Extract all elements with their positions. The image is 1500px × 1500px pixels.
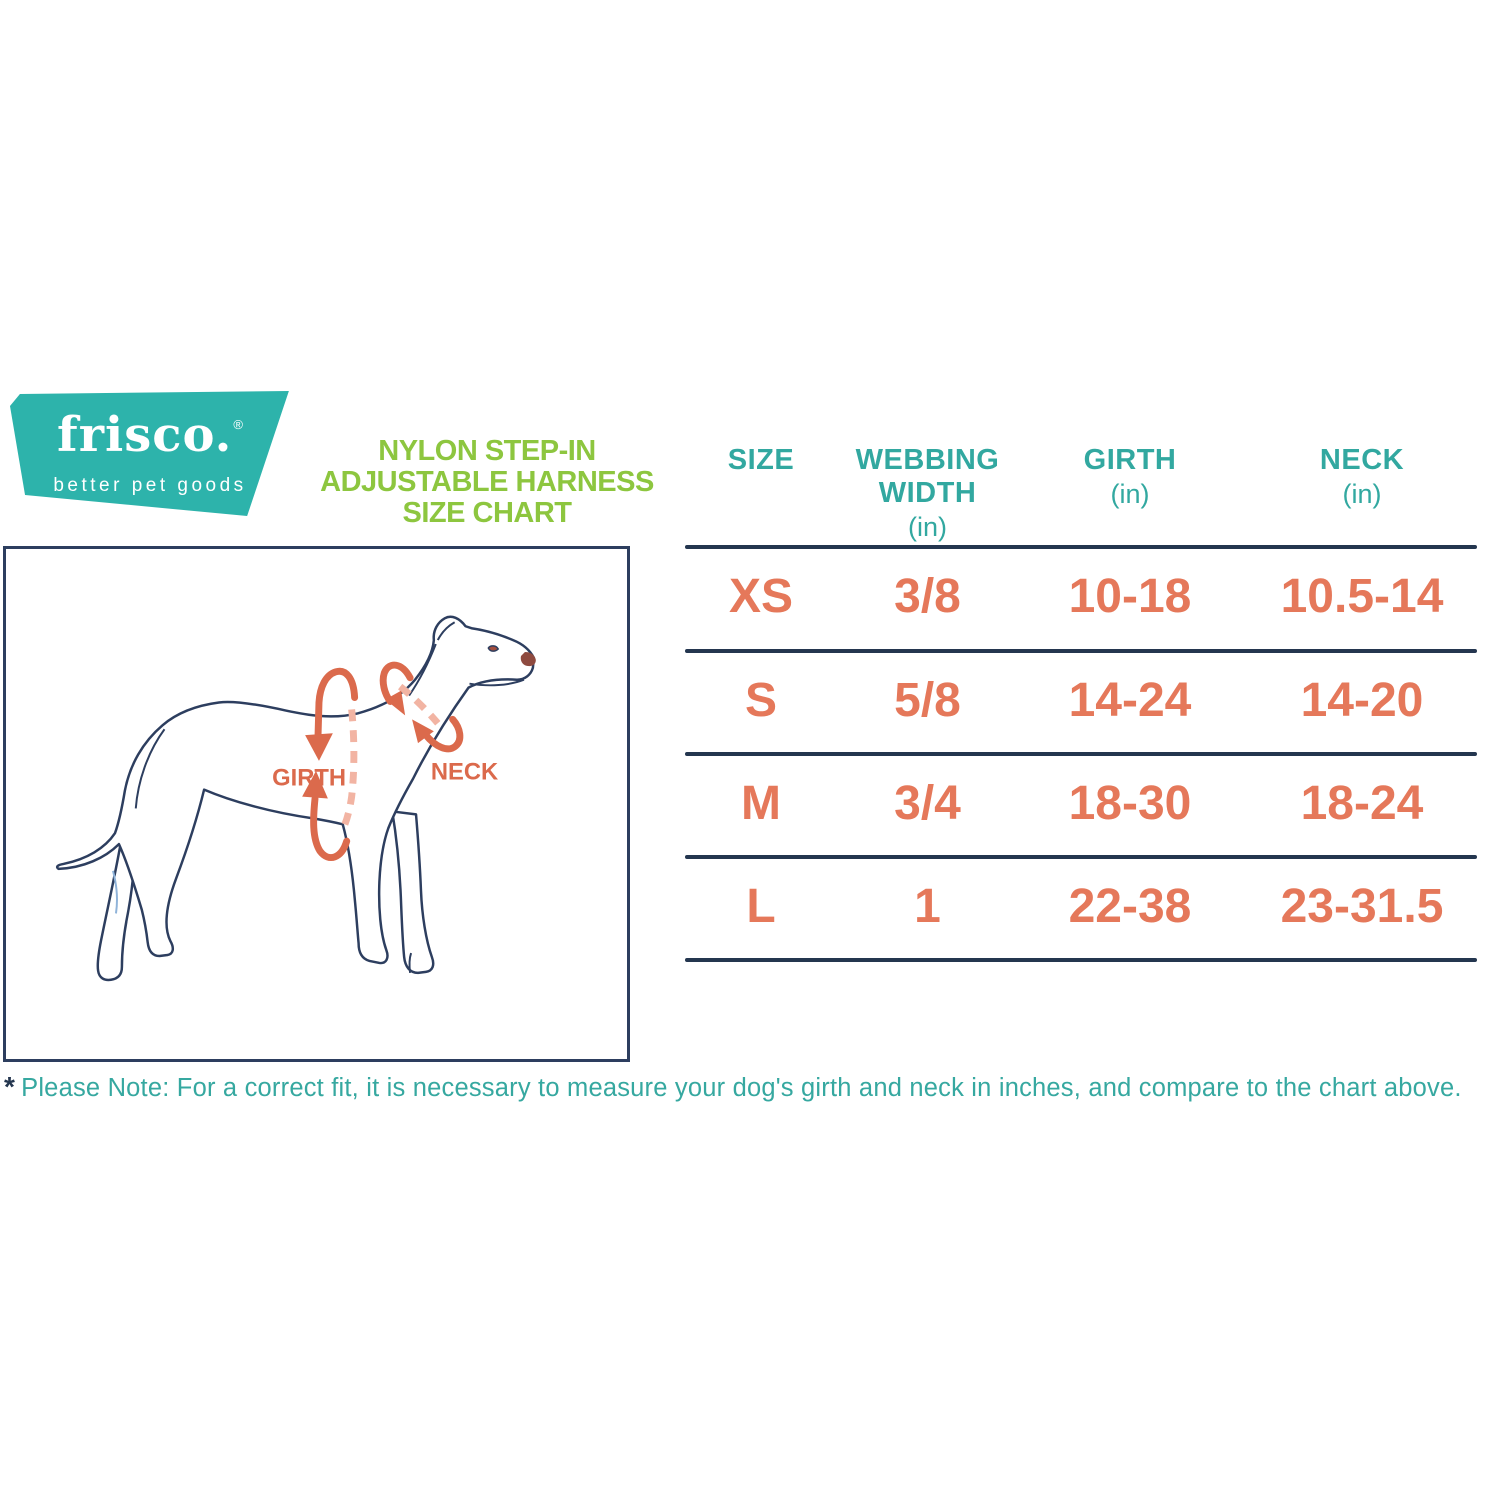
dog-nose bbox=[520, 651, 536, 667]
cell-webbing-width: 3/4 bbox=[894, 777, 961, 830]
cell-webbing-width: 5/8 bbox=[894, 674, 961, 727]
neck-arrow-top-arc bbox=[379, 661, 414, 705]
frisco-logo: frisco.® bbox=[57, 411, 243, 471]
table-row: M 3/4 18-30 18-24 bbox=[665, 752, 1497, 856]
cell-neck: 23-31.5 bbox=[1280, 880, 1444, 933]
cell-girth: 14-24 bbox=[1068, 674, 1192, 727]
dog-eye bbox=[487, 645, 500, 652]
neck-arrow-bottom-arc bbox=[422, 715, 464, 753]
cell-neck: 18-24 bbox=[1300, 777, 1424, 830]
cell-girth: 22-38 bbox=[1068, 880, 1192, 933]
neck-arrowhead-down bbox=[385, 690, 406, 716]
cell-girth: 18-30 bbox=[1068, 777, 1192, 830]
dog-illustration: GIRTH NECK bbox=[55, 615, 536, 982]
neck-label: NECK bbox=[431, 759, 498, 786]
footnote-asterisk: * bbox=[4, 1071, 16, 1102]
table-divider bbox=[685, 545, 1477, 549]
dog-measurement-diagram: GIRTH NECK bbox=[3, 546, 630, 1062]
cell-size: M bbox=[741, 777, 781, 830]
cell-webbing-width: 1 bbox=[914, 880, 941, 933]
neck-dashed-line bbox=[398, 683, 441, 726]
title-line-3: SIZE CHART bbox=[402, 497, 573, 529]
column-header-neck: NECK (in) bbox=[1319, 444, 1405, 509]
dog-hip-crease bbox=[134, 728, 166, 809]
cell-neck: 14-20 bbox=[1300, 674, 1424, 727]
page-title: NYLON STEP-IN ADJUSTABLE HARNESS SIZE CH… bbox=[318, 436, 656, 529]
dog-toe-line bbox=[408, 952, 413, 973]
dog-neck-crease bbox=[408, 643, 437, 697]
table-row: S 5/8 14-24 14-20 bbox=[665, 649, 1497, 753]
table-divider bbox=[685, 649, 1477, 653]
brand-name: frisco. bbox=[57, 407, 233, 463]
title-line-1: NYLON STEP-IN bbox=[378, 435, 596, 467]
girth-arrow-top-arc bbox=[314, 667, 359, 741]
dog-far-front-leg bbox=[391, 810, 435, 975]
table-divider bbox=[685, 958, 1477, 962]
cell-size: XS bbox=[728, 570, 794, 623]
dog-shading-line bbox=[112, 870, 118, 914]
dog-ear-inner-line bbox=[436, 621, 456, 641]
dog-mouth-line bbox=[469, 678, 525, 687]
cell-neck: 10.5-14 bbox=[1280, 570, 1444, 623]
frisco-logo-banner: frisco.® better pet goods bbox=[9, 390, 289, 517]
title-line-2: ADJUSTABLE HARNESS bbox=[320, 466, 654, 498]
girth-arrowhead-up bbox=[302, 770, 328, 799]
table-divider bbox=[685, 855, 1477, 859]
registered-mark: ® bbox=[233, 417, 244, 432]
girth-dashed-line bbox=[340, 709, 358, 829]
table-row: L 1 22-38 23-31.5 bbox=[665, 855, 1497, 959]
size-table: SIZE WEBBING WIDTH (in) GIRTH (in) NECK (in… bbox=[665, 440, 1497, 962]
table-divider bbox=[685, 752, 1477, 756]
column-header-webbing-width: WEBBING WIDTH (in) bbox=[855, 444, 1000, 542]
column-header-size: SIZE bbox=[727, 444, 795, 476]
footnote: * Please Note: For a correct fit, it is n… bbox=[4, 1071, 1498, 1103]
neck-arrowhead-up bbox=[412, 719, 434, 744]
table-row: XS 3/8 10-18 10.5-14 bbox=[665, 545, 1497, 649]
cell-size: S bbox=[744, 674, 777, 727]
girth-arrow-bottom-arc bbox=[310, 795, 351, 861]
footnote-text: Please Note: For a correct fit, it is ne… bbox=[21, 1074, 1462, 1102]
cell-webbing-width: 3/8 bbox=[894, 570, 961, 623]
girth-arrowhead-down bbox=[305, 733, 333, 761]
column-header-girth: GIRTH (in) bbox=[1083, 444, 1177, 509]
cell-size: L bbox=[746, 880, 776, 933]
cell-girth: 10-18 bbox=[1068, 570, 1192, 623]
girth-label: GIRTH bbox=[272, 765, 346, 792]
brand-tagline: better pet goods bbox=[53, 475, 247, 496]
